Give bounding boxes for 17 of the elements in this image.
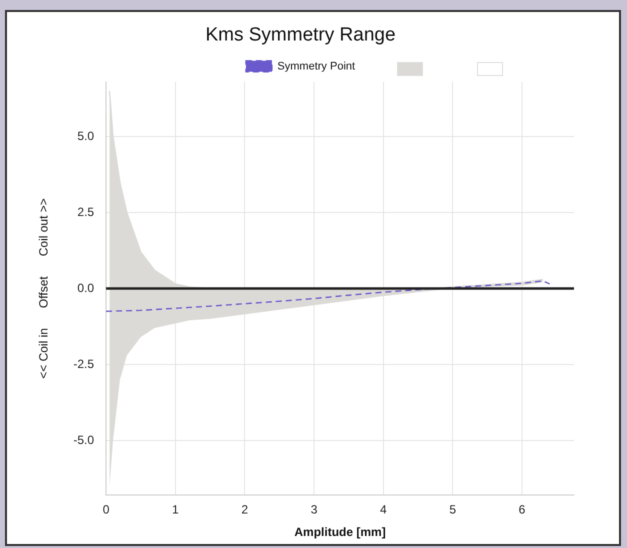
x-tick-label: 3 xyxy=(310,502,318,517)
x-tick-label: 5 xyxy=(449,502,456,517)
x-tick-label: 0 xyxy=(102,502,110,517)
legend-label: Symmetry Point xyxy=(277,60,356,72)
y-tick-label: -2.5 xyxy=(73,356,94,371)
x-tick-label: 6 xyxy=(518,502,526,517)
y-axis-title: << Coil in Offset Coil out >> xyxy=(36,198,51,379)
y-tick-label: 2.5 xyxy=(77,204,94,219)
y-tick-label: -5.0 xyxy=(73,432,94,447)
y-tick-label: 0.0 xyxy=(77,280,94,295)
x-tick-label: 2 xyxy=(241,502,248,517)
x-tick-label: 1 xyxy=(172,502,180,517)
chart-title: Kms Symmetry Range xyxy=(205,24,396,46)
x-tick-label: 4 xyxy=(380,502,388,517)
line-series xyxy=(106,280,550,312)
x-axis-title: Amplitude [mm] xyxy=(294,525,386,540)
y-tick-label: 5.0 xyxy=(77,128,94,143)
